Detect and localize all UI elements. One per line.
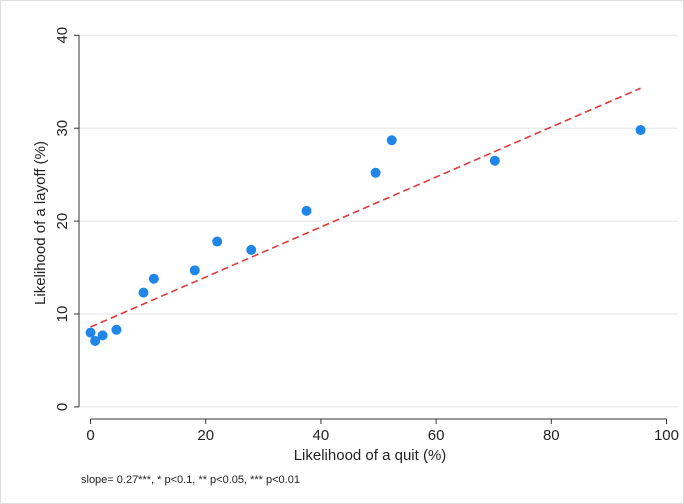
point bbox=[212, 236, 223, 247]
point bbox=[111, 324, 122, 335]
point bbox=[85, 327, 96, 338]
y-tick-label: 0 bbox=[54, 403, 71, 411]
point bbox=[301, 205, 312, 216]
y-tick-label: 20 bbox=[54, 213, 71, 230]
y-axis-title: Likelihood of a layoff (%) bbox=[32, 141, 49, 305]
fit-line bbox=[90, 87, 641, 328]
point bbox=[635, 125, 646, 136]
note: slope= 0.27***, * p<0.1, ** p<0.05, *** … bbox=[81, 474, 300, 486]
x-tick-label: 80 bbox=[543, 427, 560, 444]
point bbox=[189, 265, 200, 276]
point bbox=[370, 167, 381, 178]
y-tick-label: 30 bbox=[54, 120, 71, 137]
point bbox=[97, 330, 108, 341]
y-tick-label: 40 bbox=[54, 27, 71, 44]
x-tick-label: 0 bbox=[86, 427, 94, 444]
point bbox=[90, 335, 101, 346]
x-tick-label: 20 bbox=[197, 427, 214, 444]
point bbox=[386, 135, 397, 146]
y-tick-label: 10 bbox=[54, 306, 71, 323]
point bbox=[246, 244, 257, 255]
point bbox=[148, 273, 159, 284]
x-tick-label: 100 bbox=[654, 427, 679, 444]
x-tick-label: 40 bbox=[313, 427, 330, 444]
x-tick-label: 60 bbox=[428, 427, 445, 444]
point bbox=[489, 155, 500, 166]
x-axis-title: Likelihood of a quit (%) bbox=[294, 447, 447, 464]
point bbox=[138, 287, 149, 298]
